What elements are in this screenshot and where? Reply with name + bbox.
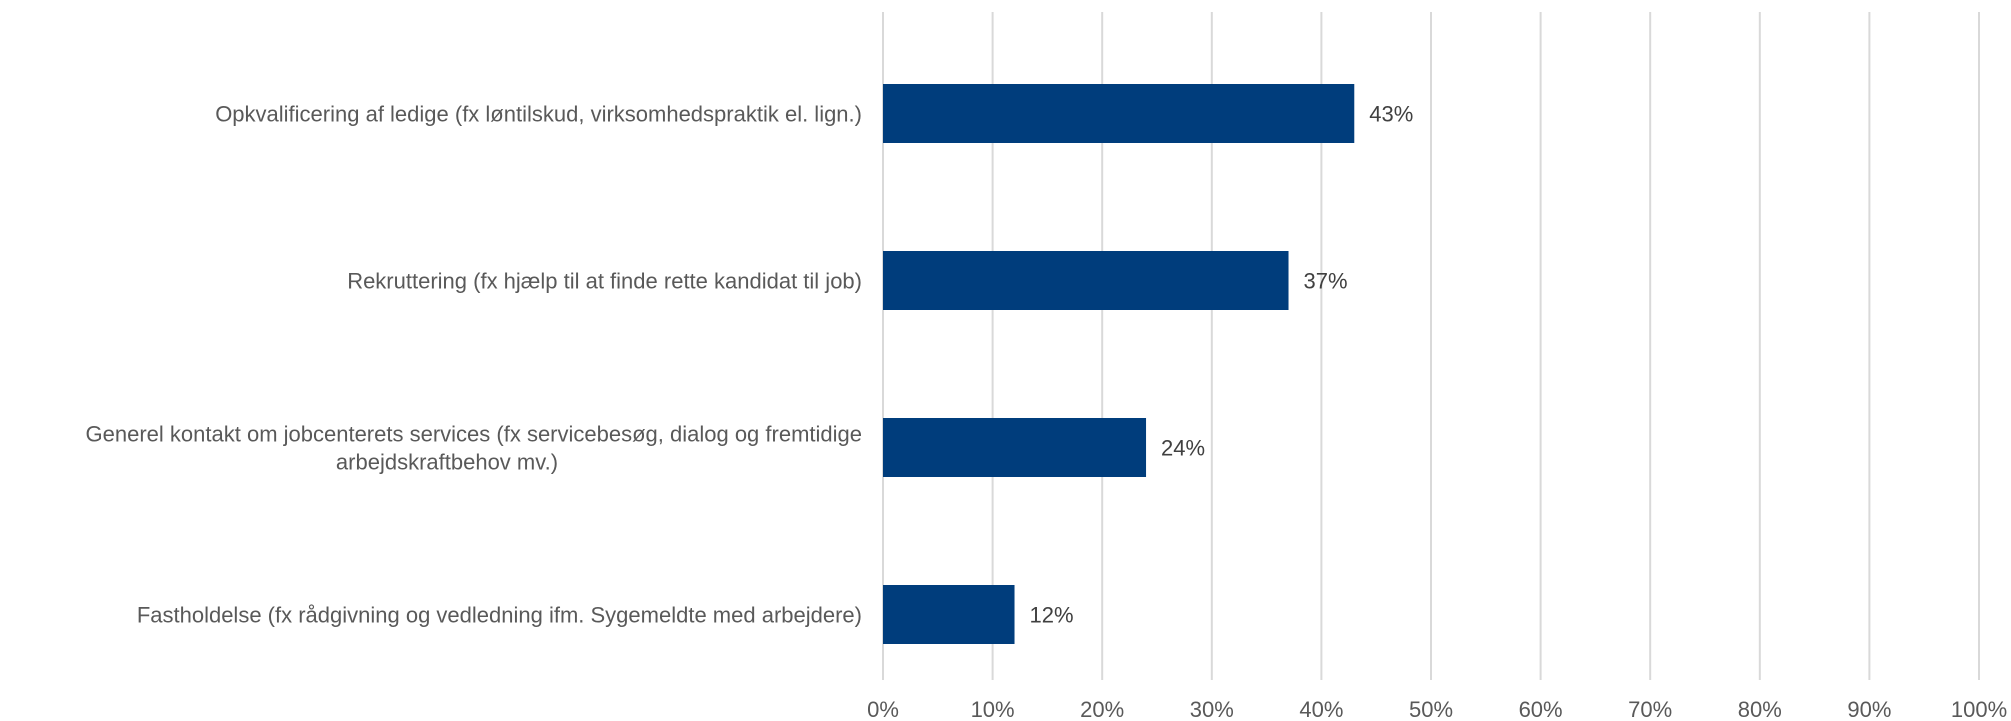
bar <box>883 84 1355 143</box>
label-layer: 43% Opkvalificering af ledige (fx løntils… <box>86 102 1414 628</box>
x-tick-label: 50% <box>1409 697 1453 721</box>
x-tick-label: 30% <box>1190 697 1234 721</box>
bar <box>883 251 1289 310</box>
bar <box>883 418 1147 477</box>
bar-layer <box>883 84 1355 644</box>
category-label: Fastholdelse (fx rådgivning og vedlednin… <box>137 603 862 628</box>
x-tick-label: 70% <box>1628 697 1672 721</box>
data-label: 37% <box>1304 269 1348 294</box>
tick-layer: 0% 10% 20% 30% 40% 50% 60% 70% 80% 90% 100% <box>867 697 2007 721</box>
category-label-line: Fastholdelse (fx rådgivning og vedlednin… <box>137 603 862 628</box>
x-tick-label: 60% <box>1519 697 1563 721</box>
x-tick-label: 40% <box>1299 697 1343 721</box>
x-tick-label: 90% <box>1847 697 1891 721</box>
data-label: 12% <box>1030 603 1074 628</box>
bar <box>883 585 1015 644</box>
category-label: Opkvalificering af ledige (fx løntilskud… <box>215 102 862 127</box>
category-label-line: Rekruttering (fx hjælp til at finde rett… <box>347 269 862 294</box>
category-label-line: Generel kontakt om jobcenterets services… <box>86 422 862 447</box>
x-tick-label: 80% <box>1738 697 1782 721</box>
x-tick-label: 10% <box>971 697 1015 721</box>
category-label: Generel kontakt om jobcenterets services… <box>86 422 862 475</box>
data-label: 24% <box>1161 436 1205 461</box>
category-label-line: arbejdskraftbehov mv.) <box>336 450 558 475</box>
category-label-line: Opkvalificering af ledige (fx løntilskud… <box>215 102 862 127</box>
data-label: 43% <box>1369 102 1413 127</box>
x-tick-label: 0% <box>867 697 899 721</box>
x-tick-label: 20% <box>1080 697 1124 721</box>
x-tick-label: 100% <box>1951 697 2007 721</box>
category-label: Rekruttering (fx hjælp til at finde rett… <box>347 269 862 294</box>
